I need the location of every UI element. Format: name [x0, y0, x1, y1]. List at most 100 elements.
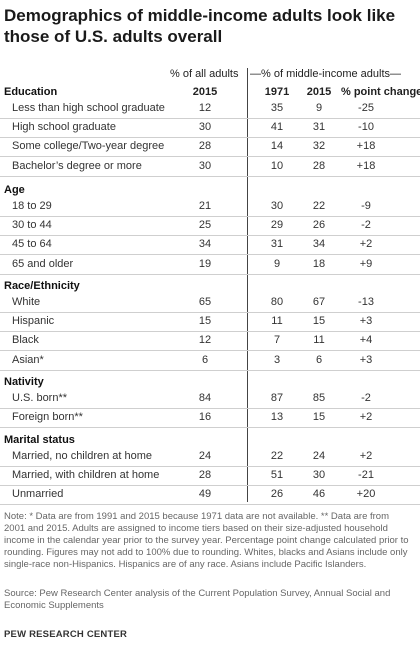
row-rule: [0, 408, 420, 409]
cell-point-change: +9: [359, 257, 373, 270]
row-label: Foreign born**: [12, 411, 83, 424]
chart-note: Note: * Data are from 1991 and 2015 beca…: [4, 511, 409, 570]
row-label: 45 to 64: [12, 238, 52, 251]
row-rule: [0, 216, 420, 217]
table-row: 30 to 44 25 29 26 -2: [0, 219, 420, 237]
cell-point-change: +3: [359, 315, 373, 328]
row-label: Hispanic: [12, 315, 55, 328]
cell-point-change: +2: [359, 450, 373, 462]
cell-all-adults-2015: 49: [198, 488, 212, 501]
section-label: Education: [4, 86, 58, 98]
cell-middle-income-2015: 85: [312, 392, 326, 404]
cell-middle-income-1971: 11: [271, 315, 283, 328]
cell-middle-income-2015: 30: [312, 469, 326, 482]
cell-middle-income-1971: 87: [270, 392, 284, 404]
cell-point-change: -9: [361, 200, 371, 212]
row-rule: [0, 137, 420, 139]
table-row: 18 to 29 21 30 22 -9: [0, 200, 420, 218]
row-label: Unmarried: [12, 488, 64, 501]
header-middle-income: —% of middle-income adults—: [250, 68, 402, 80]
cell-point-change: +18: [356, 159, 376, 172]
cell-all-adults-2015: 30: [198, 159, 212, 172]
row-rule: [0, 485, 420, 487]
header-year-1971: 1971: [264, 86, 290, 98]
header-all-adults: % of all adults: [170, 68, 239, 80]
cell-middle-income-2015: 15: [312, 411, 326, 424]
cell-all-adults-2015: 21: [198, 200, 212, 212]
table-row: Hispanic 15 11 15 +3: [0, 315, 420, 333]
cell-all-adults-2015: 19: [198, 257, 212, 270]
row-rule: [0, 156, 420, 158]
cell-middle-income-1971: 22: [270, 450, 284, 462]
cell-middle-income-2015: 6: [315, 353, 323, 366]
cell-point-change: +20: [356, 488, 376, 501]
table-row: Asian* 6 3 6 +3: [0, 354, 420, 372]
table-row: High school graduate 30 41 31 -10: [0, 121, 420, 139]
row-label: 30 to 44: [12, 219, 52, 232]
cell-middle-income-2015: 46: [312, 488, 326, 501]
cell-middle-income-2015: 32: [312, 140, 326, 153]
chart-source: Source: Pew Research Center analysis of …: [4, 588, 391, 611]
table-row: Bachelor’s degree or more 30 10 28 +18: [0, 160, 420, 178]
publisher-footer: PEW RESEARCH CENTER: [4, 629, 128, 640]
table-row: White 65 80 67 -13: [0, 296, 420, 314]
cell-all-adults-2015: 16: [198, 411, 212, 424]
cell-all-adults-2015: 28: [198, 140, 212, 153]
row-rule: [0, 175, 420, 177]
header-year-mid-2015: 2015: [306, 86, 332, 98]
cell-all-adults-2015: 30: [198, 121, 212, 134]
row-label: Asian*: [12, 353, 44, 366]
header-point-change: % point change: [341, 86, 420, 98]
section-label: Race/Ethnicity: [4, 280, 80, 292]
row-label: 65 and older: [12, 257, 74, 270]
row-label: Bachelor’s degree or more: [12, 159, 142, 172]
cell-middle-income-2015: 31: [312, 121, 326, 134]
cell-point-change: -21: [358, 469, 374, 482]
cell-middle-income-2015: 67: [312, 296, 326, 308]
table-row: Married, with children at home 28 51 30 -21: [0, 469, 420, 487]
row-label: Some college/Two-year degree: [12, 140, 165, 153]
cell-middle-income-2015: 18: [312, 257, 326, 270]
table-row: Foreign born** 16 13 15 +2: [0, 411, 420, 429]
row-rule: [0, 312, 420, 313]
row-rule: [0, 466, 420, 467]
cell-middle-income-1971: 3: [273, 353, 281, 366]
cell-all-adults-2015: 15: [198, 315, 212, 328]
cell-middle-income-1971: 41: [270, 121, 284, 134]
cell-middle-income-2015: 22: [312, 200, 326, 212]
cell-middle-income-1971: 51: [270, 469, 284, 482]
cell-middle-income-2015: 28: [312, 159, 326, 172]
row-rule: [0, 118, 420, 119]
table-row: 65 and older 19 9 18 +9: [0, 258, 420, 276]
cell-point-change: +18: [356, 140, 376, 153]
row-label: U.S. born**: [12, 392, 68, 404]
column-divider: [247, 68, 248, 502]
cell-all-adults-2015: 12: [198, 102, 212, 114]
cell-point-change: +4: [359, 334, 373, 347]
cell-middle-income-1971: 29: [270, 219, 284, 232]
row-rule: [0, 254, 420, 256]
row-label: Married, no children at home: [12, 450, 153, 462]
cell-point-change: +2: [359, 411, 373, 424]
table-row: 45 to 64 34 31 34 +2: [0, 238, 420, 256]
row-rule: [0, 331, 420, 333]
chart-title: Demographics of middle-income adults loo…: [4, 6, 396, 46]
section-label: Marital status: [4, 434, 75, 446]
header-year-all-2015: 2015: [192, 86, 218, 98]
cell-middle-income-1971: 26: [270, 488, 284, 501]
cell-point-change: -2: [361, 219, 371, 232]
table-row: Black 12 7 11 +4: [0, 334, 420, 352]
cell-middle-income-2015: 24: [312, 450, 326, 462]
cell-point-change: -25: [358, 102, 374, 114]
cell-all-adults-2015: 6: [201, 353, 209, 366]
cell-all-adults-2015: 84: [198, 392, 212, 404]
row-rule: [0, 350, 420, 352]
cell-all-adults-2015: 34: [198, 238, 212, 251]
table-row: Married, no children at home 24 22 24 +2: [0, 450, 420, 468]
cell-middle-income-1971: 13: [270, 411, 284, 424]
row-label: Black: [12, 334, 39, 347]
cell-point-change: -2: [361, 392, 371, 404]
row-label: Married, with children at home: [12, 469, 160, 482]
cell-point-change: +3: [359, 353, 373, 366]
cell-all-adults-2015: 65: [198, 296, 212, 308]
